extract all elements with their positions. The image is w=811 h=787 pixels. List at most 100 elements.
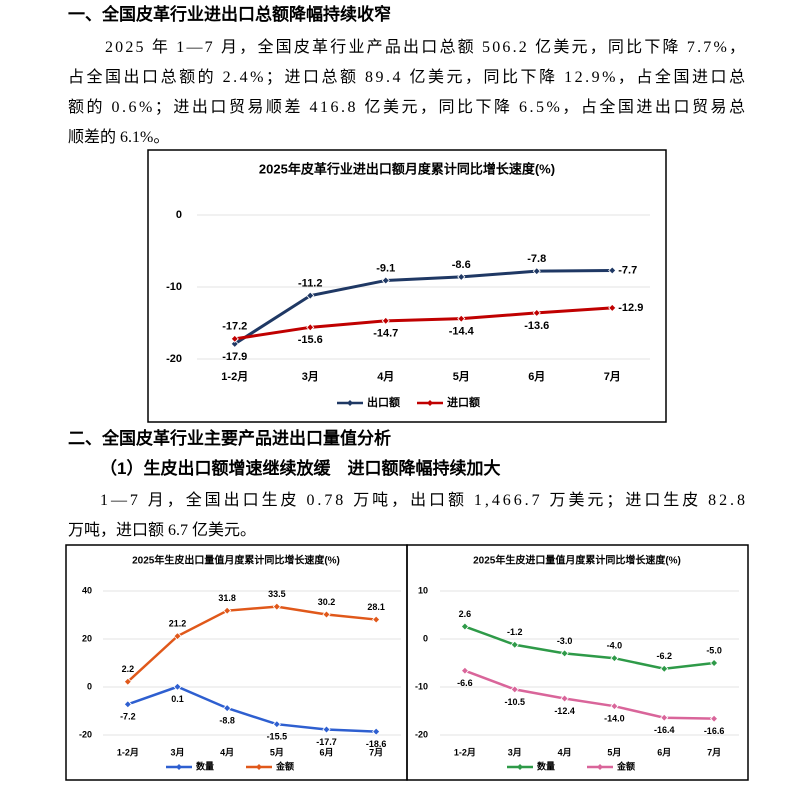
marker xyxy=(457,272,466,281)
marker xyxy=(173,682,182,691)
y-tick-label: 20 xyxy=(82,633,92,643)
x-tick-label: 1-2月 xyxy=(454,747,476,757)
y-tick-label: 10 xyxy=(418,585,428,595)
subheading: （1）生皮出口额增速继续放缓 进口额降幅持续加大 xyxy=(100,458,500,478)
data-label: -13.6 xyxy=(524,320,549,332)
chart-frame xyxy=(65,544,408,781)
legend-marker xyxy=(176,764,182,770)
paragraph-line: 1—7 月，全国出口生皮 0.78 万吨，出口额 1,466.7 万美元；进口生… xyxy=(100,491,745,509)
data-label: -16.4 xyxy=(654,725,675,735)
data-label: 2.2 xyxy=(122,664,135,674)
marker xyxy=(560,694,569,703)
data-label: -7.7 xyxy=(618,264,637,276)
y-tick-label: -10 xyxy=(415,681,428,691)
data-label: -6.2 xyxy=(656,651,672,661)
chart: 2025年生皮出口量值月度累计同比增长速度(%) 40 20 0 -20 1-2月 3月 4月… xyxy=(79,554,401,771)
legend-label: 金额 xyxy=(275,760,294,771)
marker xyxy=(272,602,281,611)
data-label: -14.4 xyxy=(449,326,475,338)
marker xyxy=(532,308,541,317)
marker xyxy=(532,267,541,276)
marker xyxy=(230,339,239,348)
x-tick-label: 7月 xyxy=(604,370,621,383)
x-tick-label: 7月 xyxy=(707,747,721,757)
data-label: -17.2 xyxy=(222,321,247,333)
legend-marker xyxy=(517,764,523,770)
data-label: 21.2 xyxy=(169,618,187,628)
data-label: -16.6 xyxy=(704,726,725,736)
data-label: -17.9 xyxy=(222,351,247,363)
data-label: -8.8 xyxy=(219,715,235,725)
data-label: -10.5 xyxy=(504,697,525,707)
marker xyxy=(381,316,390,325)
marker xyxy=(608,266,617,275)
data-label: -12.9 xyxy=(618,302,643,314)
series-line xyxy=(233,268,613,346)
legend-marker xyxy=(597,764,603,770)
chart: 2025年皮革行业进出口额月度累计同比增长速度(%) 0 -10 -20 1-2月 3月 4… xyxy=(166,161,650,409)
marker xyxy=(460,622,469,631)
data-label: -5.0 xyxy=(706,645,722,655)
marker xyxy=(372,615,381,624)
data-label: 2.6 xyxy=(459,609,472,619)
legend-marker xyxy=(427,400,433,406)
x-tick-label: 5月 xyxy=(453,370,470,383)
marker xyxy=(457,314,466,323)
data-label: -8.6 xyxy=(452,259,471,271)
marker xyxy=(510,685,519,694)
x-tick-label: 4月 xyxy=(377,370,394,383)
paragraph-line: 额的 0.6%；进出口贸易顺差 416.8 亿美元，同比下降 6.5%，占全国进… xyxy=(68,98,745,116)
data-label: -3.0 xyxy=(557,636,573,646)
legend-label: 金额 xyxy=(616,760,635,771)
y-tick-label: 0 xyxy=(423,633,428,643)
x-tick-label: 6月 xyxy=(319,747,333,757)
chart-title: 2025年皮革行业进出口额月度累计同比增长速度(%) xyxy=(259,161,555,176)
data-label: -12.4 xyxy=(554,706,575,716)
y-tick-label: -20 xyxy=(79,729,92,739)
data-label: -14.7 xyxy=(373,328,398,340)
marker xyxy=(223,704,232,713)
legend-label: 数量 xyxy=(537,760,555,771)
x-tick-label: 3月 xyxy=(302,370,319,383)
marker xyxy=(381,276,390,285)
x-tick-label: 4月 xyxy=(220,747,234,757)
y-tick-label: 40 xyxy=(82,585,92,595)
data-label: 28.1 xyxy=(367,602,385,612)
marker xyxy=(710,658,719,668)
marker xyxy=(560,649,569,658)
data-label: -6.6 xyxy=(457,678,473,688)
data-label: -14.0 xyxy=(604,714,625,724)
marker xyxy=(230,334,239,343)
y-tick-label: -20 xyxy=(415,729,428,739)
chart-frame xyxy=(147,149,667,423)
data-label: -7.2 xyxy=(120,712,136,722)
paragraph-line: 2025 年 1—7 月，全国皮革行业产品出口总额 506.2 亿美元，同比下降… xyxy=(105,38,745,56)
marker xyxy=(223,606,232,615)
x-tick-label: 5月 xyxy=(270,747,284,757)
heading: 一、全国皮革行业进出口总额降幅持续收窄 xyxy=(68,4,391,24)
chart-frame xyxy=(406,544,749,781)
chart-title: 2025年生皮进口量值月度累计同比增长速度(%) xyxy=(473,554,681,567)
data-label: -15.5 xyxy=(267,732,288,742)
marker xyxy=(510,640,519,649)
marker xyxy=(460,666,469,675)
paragraph-line: 万吨，进口额 6.7 亿美元。 xyxy=(68,521,256,539)
data-label: 0.1 xyxy=(171,694,184,704)
legend-label: 出口额 xyxy=(367,395,400,409)
y-tick-label: -20 xyxy=(166,353,182,365)
x-tick-label: 5月 xyxy=(607,747,621,757)
marker xyxy=(306,291,315,300)
data-label: -4.0 xyxy=(607,641,623,651)
series-line xyxy=(234,306,613,341)
heading: 二、全国皮革行业主要产品进出口量值分析 xyxy=(68,428,391,448)
marker xyxy=(306,323,315,332)
legend-marker xyxy=(347,400,353,406)
marker xyxy=(610,654,619,663)
marker xyxy=(660,664,669,673)
marker xyxy=(322,725,331,734)
series-line xyxy=(464,669,715,720)
x-tick-label: 3月 xyxy=(170,747,184,757)
data-label: -11.2 xyxy=(298,278,322,290)
